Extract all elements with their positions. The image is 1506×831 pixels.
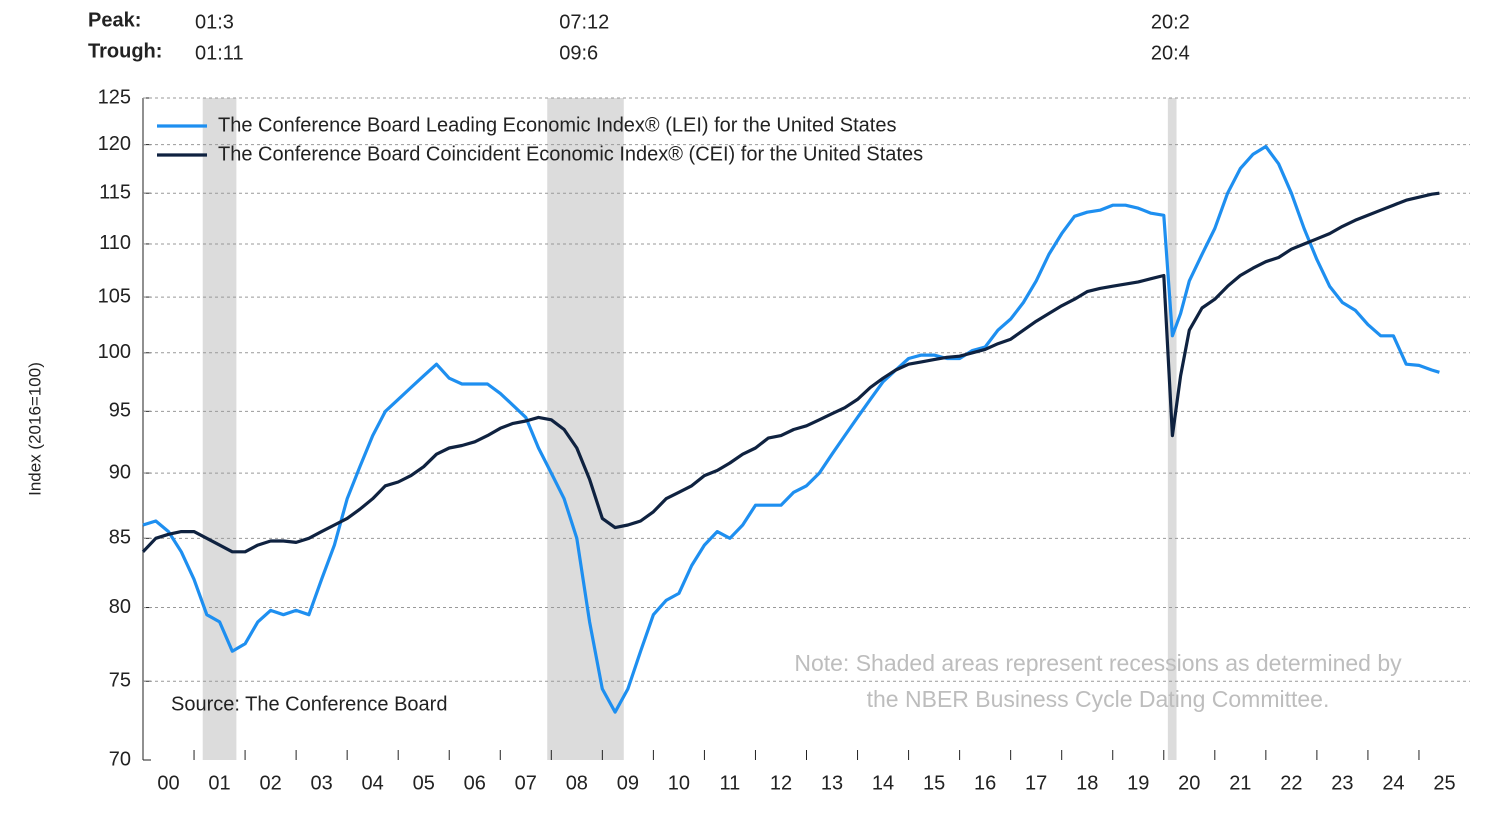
y-tick-label: 115 bbox=[99, 181, 131, 203]
recession-shade bbox=[547, 98, 624, 760]
x-tick-label: 20 bbox=[1178, 772, 1200, 794]
series-line bbox=[141, 191, 1440, 554]
x-tick-label: 25 bbox=[1433, 772, 1455, 794]
y-tick-label: 70 bbox=[109, 748, 131, 770]
x-tick-label: 05 bbox=[413, 772, 435, 794]
legend-label: The Conference Board Leading Economic In… bbox=[218, 114, 896, 136]
note: Note: Shaded areas represent recessions … bbox=[794, 650, 1402, 676]
x-tick-label: 15 bbox=[923, 772, 945, 794]
y-tick-label: 120 bbox=[98, 133, 131, 155]
x-tick-label: 19 bbox=[1127, 772, 1149, 794]
y-tick-label: 105 bbox=[98, 285, 131, 307]
trough-date: 20:4 bbox=[1151, 42, 1190, 64]
x-tick-label: 21 bbox=[1229, 772, 1251, 794]
x-tick-label: 22 bbox=[1280, 772, 1302, 794]
legend-label: The Conference Board Coincident Economic… bbox=[218, 143, 923, 165]
x-tick-label: 14 bbox=[872, 772, 894, 794]
peak-label: Peak: bbox=[88, 9, 141, 31]
x-tick-label: 09 bbox=[617, 772, 639, 794]
x-tick-label: 11 bbox=[720, 772, 741, 794]
trough-date: 09:6 bbox=[559, 42, 598, 64]
x-tick-label: 23 bbox=[1331, 772, 1353, 794]
y-tick-label: 95 bbox=[109, 400, 131, 422]
x-tick-label: 01 bbox=[208, 772, 230, 794]
y-tick-label: 75 bbox=[109, 670, 131, 692]
series-line bbox=[142, 144, 1440, 714]
y-tick-label: 80 bbox=[109, 596, 131, 618]
peak-date: 20:2 bbox=[1151, 11, 1190, 33]
x-tick-label: 17 bbox=[1025, 772, 1047, 794]
y-tick-label: 125 bbox=[98, 86, 131, 108]
x-tick-label: 08 bbox=[566, 772, 588, 794]
source: Source: The Conference Board bbox=[171, 693, 447, 715]
peak-date: 01:3 bbox=[195, 11, 234, 33]
y-tick-label: 85 bbox=[109, 527, 131, 549]
x-tick-label: 16 bbox=[974, 772, 996, 794]
x-tick-label: 24 bbox=[1382, 772, 1404, 794]
x-tick-label: 07 bbox=[515, 772, 537, 794]
x-tick-label: 13 bbox=[821, 772, 843, 794]
x-tick-label: 04 bbox=[362, 772, 384, 794]
x-tick-label: 12 bbox=[770, 772, 792, 794]
trough-label: Trough: bbox=[88, 40, 162, 62]
x-tick-label: 06 bbox=[464, 772, 486, 794]
x-tick-label: 18 bbox=[1076, 772, 1098, 794]
x-tick-label: 10 bbox=[668, 772, 690, 794]
y-axis-label: Index (2016=100) bbox=[25, 362, 44, 496]
recession-shade bbox=[202, 98, 237, 760]
y-tick-label: 110 bbox=[99, 232, 131, 254]
peak-date: 07:12 bbox=[559, 11, 609, 33]
y-tick-label: 100 bbox=[98, 341, 131, 363]
x-tick-label: 03 bbox=[311, 772, 333, 794]
x-tick-label: 00 bbox=[157, 772, 179, 794]
trough-date: 01:11 bbox=[195, 42, 244, 64]
y-tick-label: 90 bbox=[109, 461, 131, 483]
x-tick-label: 02 bbox=[259, 772, 281, 794]
note: the NBER Business Cycle Dating Committee… bbox=[867, 686, 1330, 712]
